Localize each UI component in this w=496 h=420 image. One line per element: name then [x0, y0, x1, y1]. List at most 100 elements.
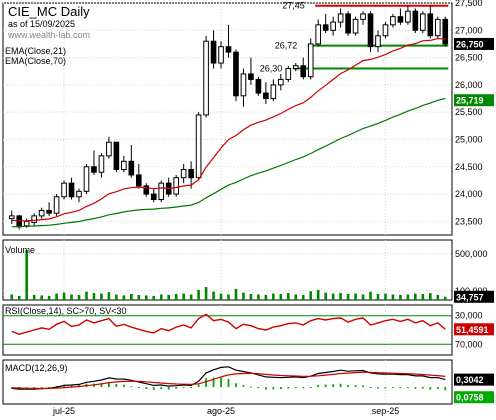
- volume-bar: [361, 294, 365, 300]
- candle-body: [188, 168, 194, 179]
- volume-bar: [391, 294, 395, 300]
- macd-hist-bar: [257, 387, 260, 389]
- volume-bar: [272, 293, 275, 300]
- candle-body: [292, 65, 299, 70]
- candle-body: [210, 40, 217, 64]
- volume-bar: [257, 294, 260, 300]
- macd-hist-bar: [362, 385, 364, 388]
- macd-hist-bar: [115, 384, 118, 388]
- macd-hist-bar: [264, 387, 267, 390]
- candle-body: [263, 92, 269, 100]
- price-y-tick-label: 27,500: [455, 0, 483, 8]
- candle-body: [285, 68, 292, 80]
- candle-body: [83, 166, 90, 192]
- macd-hist-bar: [145, 387, 148, 389]
- candle-body: [23, 220, 30, 227]
- macd-label: MACD(12,26,9): [5, 363, 68, 373]
- volume-bar: [55, 293, 58, 300]
- candle-body: [382, 24, 389, 37]
- candle-body: [218, 46, 224, 64]
- ema70-line: [11, 97, 446, 228]
- chart-title: CIE_MC Daily: [8, 4, 90, 19]
- rsi-last-tag-bg: [454, 323, 494, 336]
- macd-hist-bar: [175, 387, 178, 389]
- volume-bar: [399, 294, 402, 300]
- candle-body: [195, 114, 202, 179]
- macd-hist-bar: [279, 387, 282, 390]
- macd-hist-bar: [235, 383, 237, 388]
- volume-bar: [339, 293, 342, 300]
- volume-bar: [92, 293, 96, 300]
- volume-bar: [436, 294, 440, 300]
- volume-bar: [159, 294, 163, 300]
- macd-hist-bar: [205, 378, 207, 388]
- volume-bar: [85, 291, 88, 300]
- macd-hist-bar: [436, 387, 439, 390]
- candle-body: [315, 24, 322, 45]
- volume-bar: [17, 295, 21, 300]
- candle-body: [405, 10, 411, 23]
- volume-bar: [301, 294, 305, 300]
- candle-body: [337, 13, 344, 23]
- pane-rsi: [2, 304, 453, 356]
- rsi-y-tick-label: 30,000: [455, 311, 483, 321]
- macd-hist-bar: [377, 387, 379, 389]
- macd-last-tag: 0,3042: [456, 375, 484, 385]
- macd-hist-bar: [294, 387, 297, 389]
- macd-hist-bar: [414, 387, 417, 389]
- macd-hist-bar: [220, 377, 222, 388]
- macd-hist-bar: [33, 387, 36, 389]
- macd-hist-last-tag: 0,0758: [456, 393, 484, 403]
- macd-hist-bar: [122, 384, 125, 388]
- volume-bar: [182, 293, 185, 300]
- volume-bar: [204, 287, 208, 300]
- macd-hist-bar: [250, 386, 252, 388]
- volume-bar: [10, 294, 14, 300]
- volume-bar: [219, 293, 223, 300]
- price-y-tick-label: 23,500: [455, 216, 483, 226]
- vol-y-tick-label: 100,000: [455, 286, 488, 296]
- candle-body: [420, 13, 426, 31]
- ema21-line: [11, 37, 446, 222]
- candle-body: [46, 209, 52, 214]
- volume-bar: [115, 294, 118, 300]
- candle-body: [121, 160, 127, 170]
- price-tag: 26,750: [456, 39, 484, 49]
- volume-bar: [40, 295, 43, 300]
- candle-body: [307, 43, 314, 78]
- candle-body: [367, 13, 374, 48]
- volume-bar: [309, 291, 313, 300]
- candle-body: [375, 35, 381, 48]
- macd-hist-bar: [40, 387, 43, 389]
- candle-body: [135, 174, 142, 187]
- volume-bar: [77, 294, 81, 300]
- price-y-tick-label: 27,000: [455, 25, 483, 35]
- candle-body: [68, 182, 75, 198]
- candle-body: [150, 193, 157, 201]
- volume-bar: [264, 294, 268, 300]
- candle-body: [53, 196, 60, 214]
- support-label: 26,30: [260, 64, 283, 74]
- legend-item: EMA(Close,70): [5, 56, 66, 66]
- candle-body: [98, 155, 105, 173]
- candle-body: [442, 18, 449, 45]
- macd-hist-bar: [242, 385, 245, 388]
- rsi-line: [11, 313, 446, 336]
- legend-item: EMA(Close,21): [5, 46, 66, 56]
- macd-hist-bar: [429, 387, 432, 390]
- vol-y-tick-label: 500,000: [455, 249, 488, 259]
- macd-hist-bar: [347, 385, 349, 388]
- volume-bar: [197, 289, 200, 300]
- volume-bar: [234, 288, 238, 300]
- candle-body: [240, 73, 247, 97]
- macd-hist-bar: [130, 386, 133, 388]
- volume-bar: [346, 294, 350, 300]
- candle-body: [397, 16, 404, 23]
- candle-body: [427, 13, 434, 37]
- volume-bar: [414, 293, 417, 300]
- price-y-tick-label: 25,000: [455, 134, 483, 144]
- candle-body: [225, 46, 232, 53]
- macd-hist-bar: [25, 387, 28, 389]
- macd-hist-bar: [302, 387, 305, 389]
- rsi-label: RSI(Close,14), SC>70, SV<30: [5, 306, 127, 316]
